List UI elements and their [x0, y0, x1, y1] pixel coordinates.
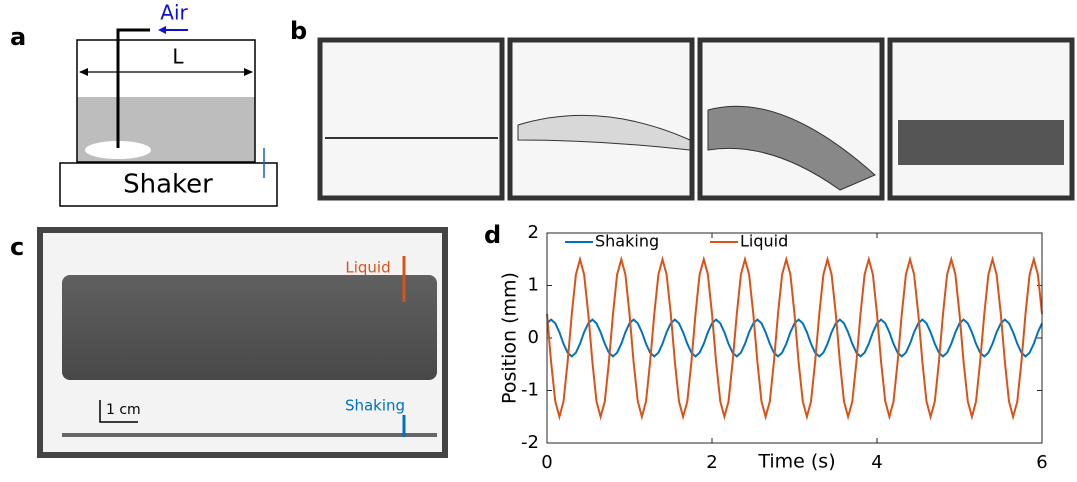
x-axis-label: Time (s): [757, 451, 835, 473]
panel-label: b: [290, 17, 307, 45]
liquid-slab: [62, 275, 437, 380]
liquid-label: Liquid: [345, 259, 390, 277]
panel-label: a: [10, 23, 26, 51]
figure: a Air L Shaker b c Liquid Shaking 1 cm d…: [0, 0, 1077, 478]
legend-label: Shaking: [595, 232, 659, 251]
air-label: Air: [160, 1, 188, 25]
liquid-slab: [898, 120, 1064, 165]
x-tick-label: 6: [1036, 452, 1047, 473]
plot-frame: [547, 233, 1042, 443]
y-tick-label: 2: [528, 222, 539, 243]
air-arrow-head: [158, 26, 166, 34]
y-tick-label: 1: [528, 275, 539, 296]
photo: [890, 40, 1072, 198]
panel-label: c: [10, 233, 24, 261]
shaking-label: Shaking: [345, 397, 405, 415]
x-tick-label: 4: [871, 452, 882, 473]
y-tick-label: -1: [521, 380, 539, 401]
shaker-label: Shaker: [123, 170, 213, 200]
y-axis-label: Position (mm): [499, 272, 521, 404]
photo-strip: [320, 40, 1072, 198]
photo: [320, 40, 502, 198]
y-tick-label: 0: [528, 327, 539, 348]
data-line: [547, 259, 1042, 417]
x-tick-label: 2: [706, 452, 717, 473]
y-tick-label: -2: [521, 432, 539, 453]
scale-label: 1 cm: [106, 402, 141, 418]
arrow-head: [244, 68, 253, 76]
legend-label: Liquid: [740, 232, 788, 251]
arrow-head: [79, 68, 88, 76]
length-label: L: [172, 45, 184, 69]
plot: -2 -1 0 1 2 0 2 4 6 Shaking Liquid: [521, 222, 1048, 473]
panel-label: d: [484, 221, 501, 249]
x-tick-label: 0: [541, 452, 552, 473]
